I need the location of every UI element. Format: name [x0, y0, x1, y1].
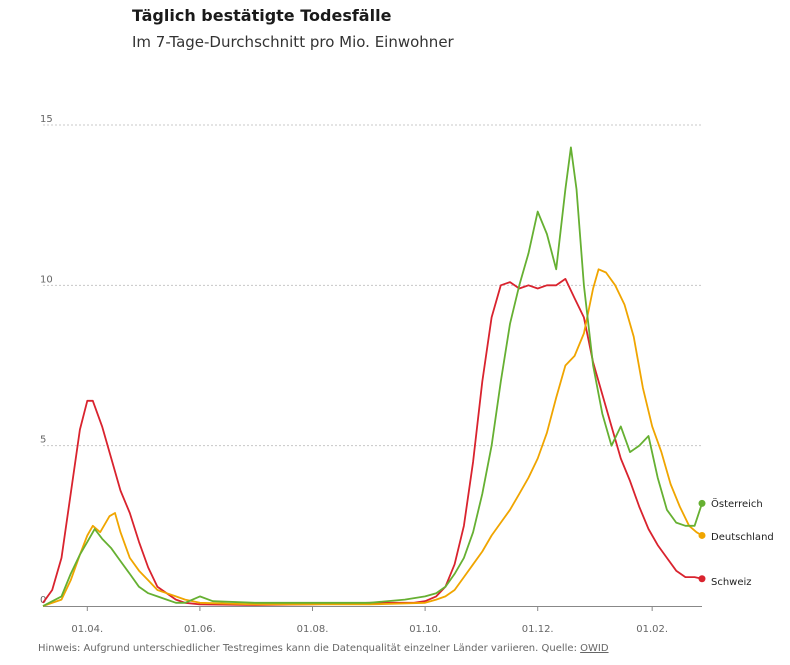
y-tick-label: 0	[40, 595, 46, 606]
y-tick-label: 10	[40, 274, 53, 285]
footnote: Hinweis: Aufgrund unterschiedlicher Test…	[38, 643, 609, 654]
source-link[interactable]: OWID	[580, 643, 609, 654]
x-tick-label: 01.12.	[522, 624, 554, 635]
legend-label-deutschland: Deutschland	[711, 532, 774, 543]
end-point-deutschland	[698, 531, 706, 539]
legend-label-oesterreich: Österreich	[711, 497, 763, 510]
footnote-text: Hinweis: Aufgrund unterschiedlicher Test…	[38, 643, 581, 654]
end-point-oesterreich	[698, 499, 706, 507]
chart-subtitle: Im 7-Tage-Durchschnitt pro Mio. Einwohne…	[132, 33, 454, 51]
series-lines	[42, 146, 703, 607]
axes: 0 5 10 15 01.04. 01.06. 01.08. 01.10. 01.12. 01.0…	[40, 114, 702, 635]
x-tick-label: 01.02.	[636, 624, 668, 635]
grid-lines	[43, 124, 702, 447]
x-tick-label: 01.08.	[297, 624, 329, 635]
x-tick-label: 01.10.	[409, 624, 441, 635]
end-point-schweiz	[698, 575, 706, 583]
chart-title: Täglich bestätigte Todesfälle	[132, 6, 392, 25]
y-tick-label: 5	[40, 435, 46, 446]
series-line-oesterreich	[42, 146, 703, 607]
x-tick-label: 01.06.	[184, 624, 216, 635]
legend: Schweiz Deutschland Österreich	[698, 497, 774, 588]
x-tick-label: 01.04.	[71, 624, 103, 635]
series-line-schweiz	[42, 278, 703, 606]
legend-label-schweiz: Schweiz	[711, 577, 752, 588]
line-chart: 0 5 10 15 01.04. 01.06. 01.08. 01.10. 01.12. 01.0…	[40, 114, 774, 635]
y-tick-label: 15	[40, 114, 53, 125]
series-line-deutschland	[42, 268, 703, 607]
